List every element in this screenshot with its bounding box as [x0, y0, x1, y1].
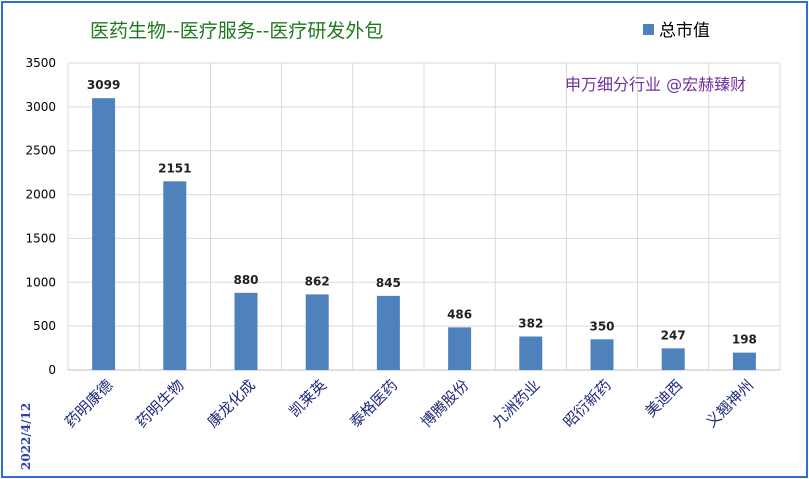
- x-category-label: 药明生物: [132, 376, 187, 431]
- x-category-label: 义翘神州: [702, 376, 757, 431]
- bar: [305, 294, 329, 370]
- bar: [234, 292, 258, 370]
- y-tick-label: 1000: [25, 275, 56, 289]
- data-label: 862: [305, 274, 330, 288]
- y-tick-label: 1500: [25, 231, 56, 245]
- data-label: 382: [518, 316, 543, 330]
- data-label: 198: [732, 333, 757, 347]
- watermark-text: 申万细分行业 @宏赫臻财: [565, 75, 746, 94]
- data-label: 247: [661, 328, 686, 342]
- x-category-label: 九洲药业: [488, 376, 543, 431]
- x-axis-categories: 药明康德 药明生物 康龙化成 凯莱英 泰格医药 博腾股份 九洲药业 昭衍新药 美迪西 义翘神州: [61, 376, 757, 431]
- x-category-label: 昭衍新药: [560, 376, 615, 431]
- y-tick-label: 2000: [25, 188, 56, 202]
- bar: [519, 336, 543, 370]
- data-label: 2151: [158, 161, 191, 175]
- x-category-label: 博腾股份: [417, 376, 472, 431]
- bar: [732, 352, 756, 370]
- bar: [163, 181, 187, 370]
- x-category-label: 药明康德: [61, 376, 116, 431]
- bar: [590, 339, 614, 370]
- bar: [92, 98, 116, 370]
- data-label: 845: [376, 276, 401, 290]
- bar: [661, 348, 685, 370]
- gridlines: [67, 62, 781, 371]
- x-category-label: 泰格医药: [346, 376, 401, 431]
- y-tick-label: 3500: [25, 56, 56, 70]
- data-label: 350: [589, 319, 614, 333]
- data-label: 880: [233, 273, 258, 287]
- y-tick-label: 500: [33, 319, 56, 333]
- y-tick-label: 3000: [25, 100, 56, 114]
- date-stamp: 2022/4/12: [19, 403, 33, 470]
- y-tick-label: 0: [48, 363, 56, 377]
- bar: [376, 295, 400, 370]
- data-label: 486: [447, 307, 472, 321]
- data-labels: 3099 2151 880 862 845 486 382 350 247 198: [87, 78, 757, 346]
- bar: [448, 327, 472, 370]
- x-category-label: 凯莱英: [285, 376, 330, 421]
- y-tick-label: 2500: [25, 144, 56, 158]
- y-axis-ticks: 0 500 1000 1500 2000 2500 3000 3500: [25, 56, 56, 377]
- x-category-label: 康龙化成: [204, 376, 259, 431]
- data-label: 3099: [87, 78, 120, 92]
- bars: [92, 98, 756, 370]
- legend-label: 总市值: [659, 21, 710, 41]
- chart-title: 医药生物--医疗服务--医疗研发外包: [90, 20, 383, 42]
- legend-swatch: [643, 24, 654, 35]
- x-category-label: 美迪西: [641, 376, 686, 421]
